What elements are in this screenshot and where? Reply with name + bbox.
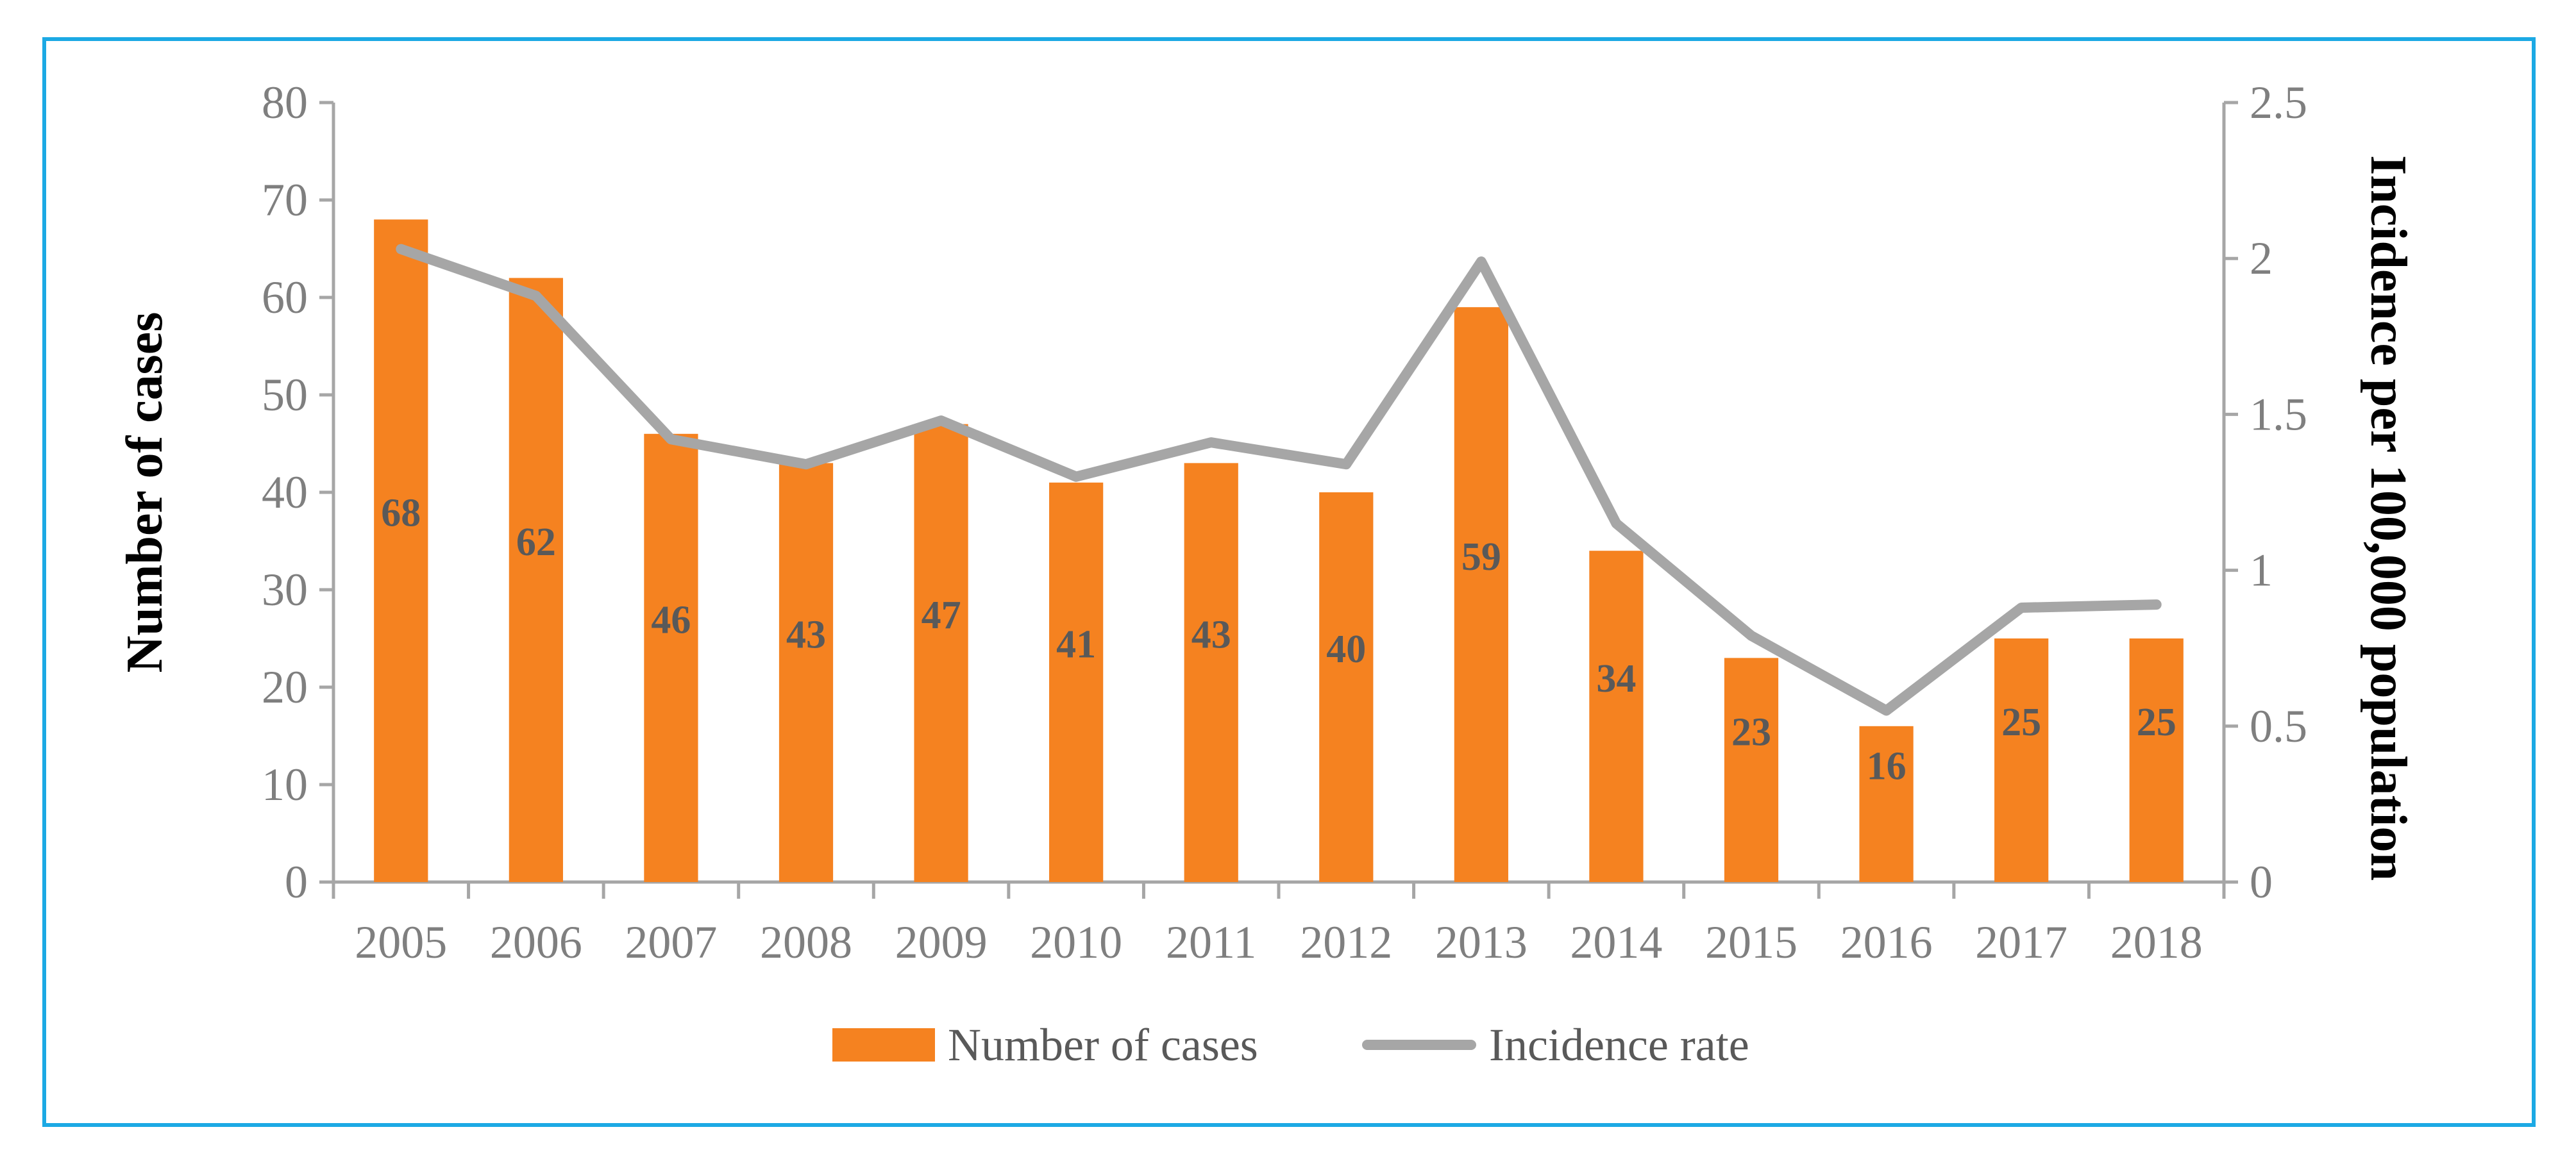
incidence-point-2013 [1480,261,1482,263]
incidence-point-2012 [1345,463,1347,465]
right-axis-tick-label: 1 [2250,545,2273,596]
line-series [396,244,2162,716]
x-axis-tick-label: 2005 [355,917,447,968]
bar-data-label: 46 [651,599,691,642]
incidence-point-2011 [1210,442,1212,444]
legend-swatch-cases [832,1028,935,1062]
bar-data-label: 43 [786,613,826,656]
left-axis-tick-label: 80 [262,77,308,128]
bar-data-label: 68 [381,491,421,535]
bar-2012 [1319,492,1374,882]
bar-data-label: 40 [1326,628,1366,671]
bar-2005 [374,219,428,882]
bar-2006 [509,278,563,883]
x-axis-tick-label: 2014 [1570,917,1662,968]
left-axis-tick-label: 60 [262,272,308,323]
right-axis-title: Incidence per 100,000 population [2360,155,2416,881]
incidence-point-2017 [2021,606,2023,608]
incidence-point-2007 [670,438,672,440]
data-labels: 68 62 46 43 47 41 43 40 59 34 23 16 25 25 [381,491,2176,788]
incidence-point-2016 [1885,710,1887,712]
left-axis-tick-label: 30 [262,564,308,615]
axes: 0 10 20 30 40 50 60 70 80 0 0.5 1 1.5 2 2.5 2005 2006 200… [117,77,2416,968]
x-axis-tick-label: 2016 [1840,917,1933,968]
incidence-point-2014 [1615,522,1617,524]
bar-data-label: 62 [516,521,556,564]
x-axis-tick-label: 2017 [1975,917,2067,968]
x-axis-tick-label: 2015 [1705,917,1797,968]
x-axis-tick-label: 2011 [1166,917,1256,968]
right-axis-tick-label: 1.5 [2250,388,2307,440]
incidence-point-2006 [535,295,537,297]
bar-2017 [1994,638,2049,882]
x-axis-tick-label: 2012 [1300,917,1392,968]
bar-data-label: 34 [1596,657,1636,701]
combo-chart: 0 10 20 30 40 50 60 70 80 0 0.5 1 1.5 2 2.5 2005 2006 200… [117,77,2416,1071]
legend-label-cases: Number of cases [948,1019,1258,1071]
left-axis-tick-label: 50 [262,369,308,421]
bar-data-label: 41 [1056,623,1096,667]
legend: Number of cases Incidence rate [832,1019,1749,1071]
bar-2007 [644,433,698,882]
bar-data-label: 25 [2001,701,2041,744]
right-axis-tick-label: 0 [2250,856,2273,908]
bar-data-label: 25 [2137,701,2176,744]
x-axis-tick-label: 2009 [895,917,988,968]
bar-2008 [779,463,834,882]
incidence-rate-line [396,244,2162,716]
left-axis-title: Number of cases [117,312,173,673]
left-axis-tick-label: 40 [262,467,308,518]
legend-label-incidence: Incidence rate [1489,1019,1749,1071]
left-axis-tick-label: 10 [262,759,308,810]
bar-series [374,219,2184,883]
x-axis-tick-label: 2013 [1435,917,1528,968]
bar-2010 [1049,482,1104,882]
incidence-point-2005 [400,248,402,250]
left-axis-tick-label: 0 [285,856,308,908]
x-axis-tick-label: 2007 [625,917,717,968]
bar-2009 [914,424,968,882]
x-axis-tick-label: 2006 [490,917,582,968]
bar-2015 [1724,658,1779,882]
bar-data-label: 16 [1867,745,1907,788]
bar-2018 [2129,638,2184,882]
bar-data-label: 47 [922,594,961,637]
bar-2013 [1454,307,1508,882]
x-axis-tick-label: 2008 [760,917,852,968]
bar-data-label: 59 [1461,535,1501,579]
bar-data-label: 43 [1191,613,1231,656]
x-axis-tick-label: 2018 [2110,917,2203,968]
incidence-point-2018 [2155,604,2157,606]
left-axis-tick-label: 70 [262,174,308,226]
incidence-point-2010 [1075,476,1077,478]
right-axis-tick-label: 0.5 [2250,701,2307,752]
x-axis-tick-label: 2010 [1030,917,1122,968]
incidence-point-2009 [940,420,942,422]
right-axis-tick-label: 2 [2250,233,2273,284]
incidence-point-2008 [805,463,807,465]
bar-2016 [1859,726,1914,882]
left-axis-tick-label: 20 [262,662,308,713]
right-axis-tick-label: 2.5 [2250,77,2307,128]
chart-frame: 0 10 20 30 40 50 60 70 80 0 0.5 1 1.5 2 2.5 2005 2006 200… [42,37,2536,1127]
bar-data-label: 23 [1731,710,1771,754]
incidence-point-2015 [1751,635,1752,637]
bar-2011 [1184,463,1238,882]
bar-2014 [1589,551,1644,882]
